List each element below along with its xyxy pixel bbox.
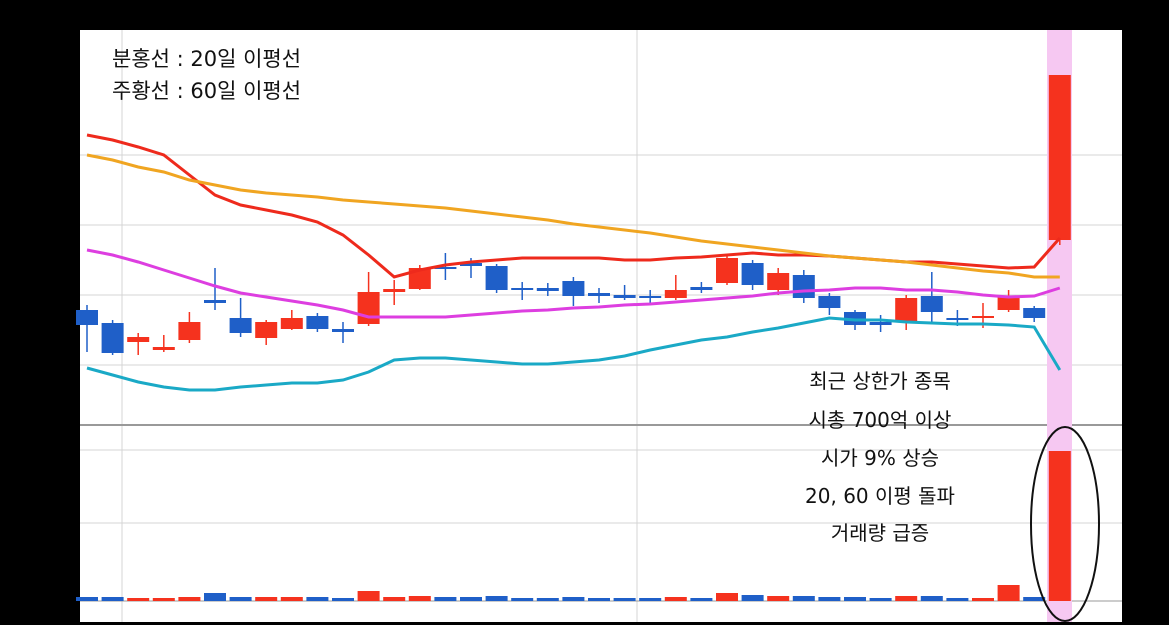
volume-bar <box>152 598 175 601</box>
candle-body <box>127 337 150 342</box>
volume-bar <box>383 597 406 601</box>
volume-bar <box>280 597 303 601</box>
candle-body <box>920 296 943 312</box>
volume-bar <box>76 597 98 601</box>
candle-body <box>280 318 303 329</box>
candle-body <box>1048 75 1071 240</box>
candle-body <box>895 298 918 322</box>
highlight-ellipse <box>1030 426 1100 622</box>
volume-bar <box>1023 597 1046 601</box>
volume-bar <box>920 596 943 601</box>
volume-bar <box>511 598 534 601</box>
candle-body <box>434 267 457 269</box>
volume-bar <box>306 597 329 601</box>
volume-bar <box>1048 451 1071 601</box>
candle-body <box>972 316 994 318</box>
volume-bar <box>434 597 457 601</box>
volume-bar <box>460 597 482 601</box>
annotation: 시가 9% 상승 <box>821 446 939 470</box>
candle-body <box>408 268 431 289</box>
candle-body <box>229 318 252 333</box>
annotation: 20, 60 이평 돌파 <box>805 484 955 508</box>
candle-body <box>255 322 278 338</box>
candle-body <box>485 266 508 290</box>
volume-bar <box>229 597 252 601</box>
volume-bar <box>613 598 636 601</box>
candle-body <box>383 289 406 292</box>
volume-bar <box>972 598 994 601</box>
candle-body <box>306 316 329 329</box>
candle-body <box>690 287 713 290</box>
volume-bar <box>767 596 790 601</box>
volume-bar <box>664 597 687 601</box>
marks <box>76 75 1071 601</box>
candle-body <box>588 293 610 296</box>
candle-body <box>997 297 1020 310</box>
moving-average-line <box>86 248 1061 319</box>
candle-body <box>613 295 636 298</box>
candle-body <box>946 318 969 320</box>
candle-body <box>332 329 354 332</box>
volume-bar <box>946 598 969 601</box>
volume-bar <box>562 597 585 601</box>
legend-text: 분홍선 : 20일 이평선 <box>112 47 301 71</box>
volume-bar <box>639 598 662 601</box>
candle-body <box>204 300 226 303</box>
volume-bar <box>204 593 226 601</box>
volume-bar <box>818 597 841 601</box>
volume-bar <box>178 597 201 601</box>
candle-body <box>178 322 201 340</box>
candle-body <box>818 296 841 308</box>
candle-body <box>716 258 738 283</box>
volume-bar <box>357 591 380 601</box>
volume-bar <box>997 585 1020 601</box>
candle-body <box>1023 308 1046 318</box>
volume-bar <box>588 598 610 601</box>
candle-body <box>101 323 124 353</box>
candle-body <box>460 263 482 266</box>
moving-average-line <box>86 153 1060 279</box>
candle-body <box>741 263 764 285</box>
candle-body <box>152 347 175 350</box>
candle-body <box>511 288 534 290</box>
moving-average-line <box>86 316 1062 392</box>
volume-bar <box>536 598 559 601</box>
volume-bar <box>716 593 738 601</box>
volume-bar <box>741 595 764 601</box>
volume-bar <box>485 596 508 601</box>
volume-bar <box>895 596 918 601</box>
volume-bar <box>844 597 866 601</box>
annotation: 최근 상한가 종목 <box>809 369 951 393</box>
candle-body <box>76 310 98 325</box>
candle-body <box>792 275 815 298</box>
candle-body <box>639 296 662 298</box>
volume-bar <box>690 598 713 601</box>
candle-body <box>562 281 585 296</box>
volume-bar <box>127 598 150 601</box>
volume-bar <box>408 596 431 601</box>
candle-body <box>869 322 892 325</box>
volume-bar <box>101 597 124 601</box>
candle-body <box>536 288 559 291</box>
volume-bar <box>332 598 354 601</box>
annotation: 거래량 급증 <box>831 521 929 545</box>
annotation: 시총 700억 이상 <box>809 408 952 432</box>
volume-bar <box>869 598 892 601</box>
candle-body <box>357 292 380 324</box>
candle-body <box>767 273 790 290</box>
candle-body <box>664 290 687 298</box>
legend-text: 주황선 : 60일 이평선 <box>112 79 301 103</box>
volume-bar <box>792 596 815 601</box>
volume-bar <box>255 597 278 601</box>
